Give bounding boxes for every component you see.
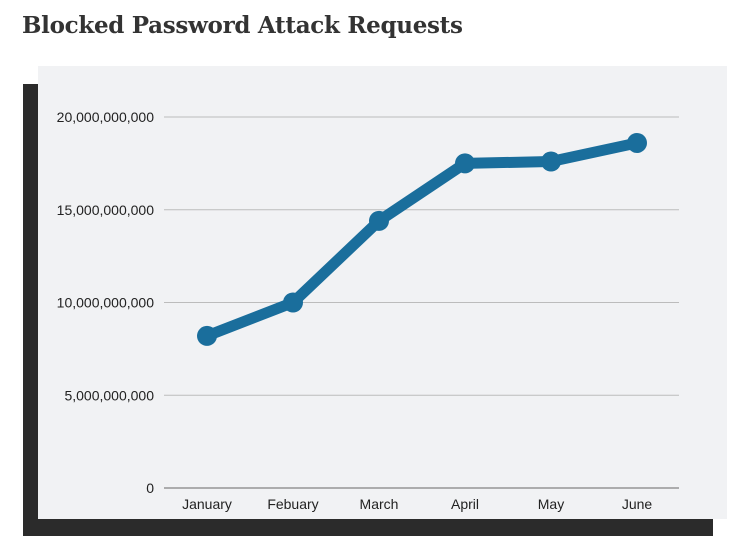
gridlines <box>164 116 679 489</box>
y-tick-label: 0 <box>146 480 154 496</box>
x-tick-label: April <box>451 496 479 512</box>
y-tick-label: 10,000,000,000 <box>57 295 155 311</box>
x-tick-label: Febuary <box>267 496 318 512</box>
data-point <box>541 151 561 172</box>
series-line <box>201 137 643 342</box>
x-tick-label: January <box>182 496 232 512</box>
chart-title: Blocked Password Attack Requests <box>22 12 463 39</box>
chart-panel <box>38 66 727 519</box>
x-tick-label: May <box>538 496 564 512</box>
y-tick-label: 15,000,000,000 <box>57 202 155 218</box>
y-tick-label: 20,000,000,000 <box>57 109 155 125</box>
data-point <box>627 132 647 153</box>
x-tick-label: June <box>622 496 653 512</box>
series-line-layer <box>201 137 643 342</box>
data-point <box>455 153 475 174</box>
series-points <box>197 132 647 346</box>
y-axis-tick-labels: 0 5,000,000,000 10,000,000,000 15,000,000,0… <box>57 109 155 496</box>
y-tick-label: 5,000,000,000 <box>64 387 154 403</box>
x-tick-label: March <box>360 496 399 512</box>
data-point <box>369 210 389 231</box>
x-axis-tick-labels: January Febuary March April May June <box>182 496 652 512</box>
data-point <box>197 325 217 346</box>
data-point <box>283 292 303 313</box>
